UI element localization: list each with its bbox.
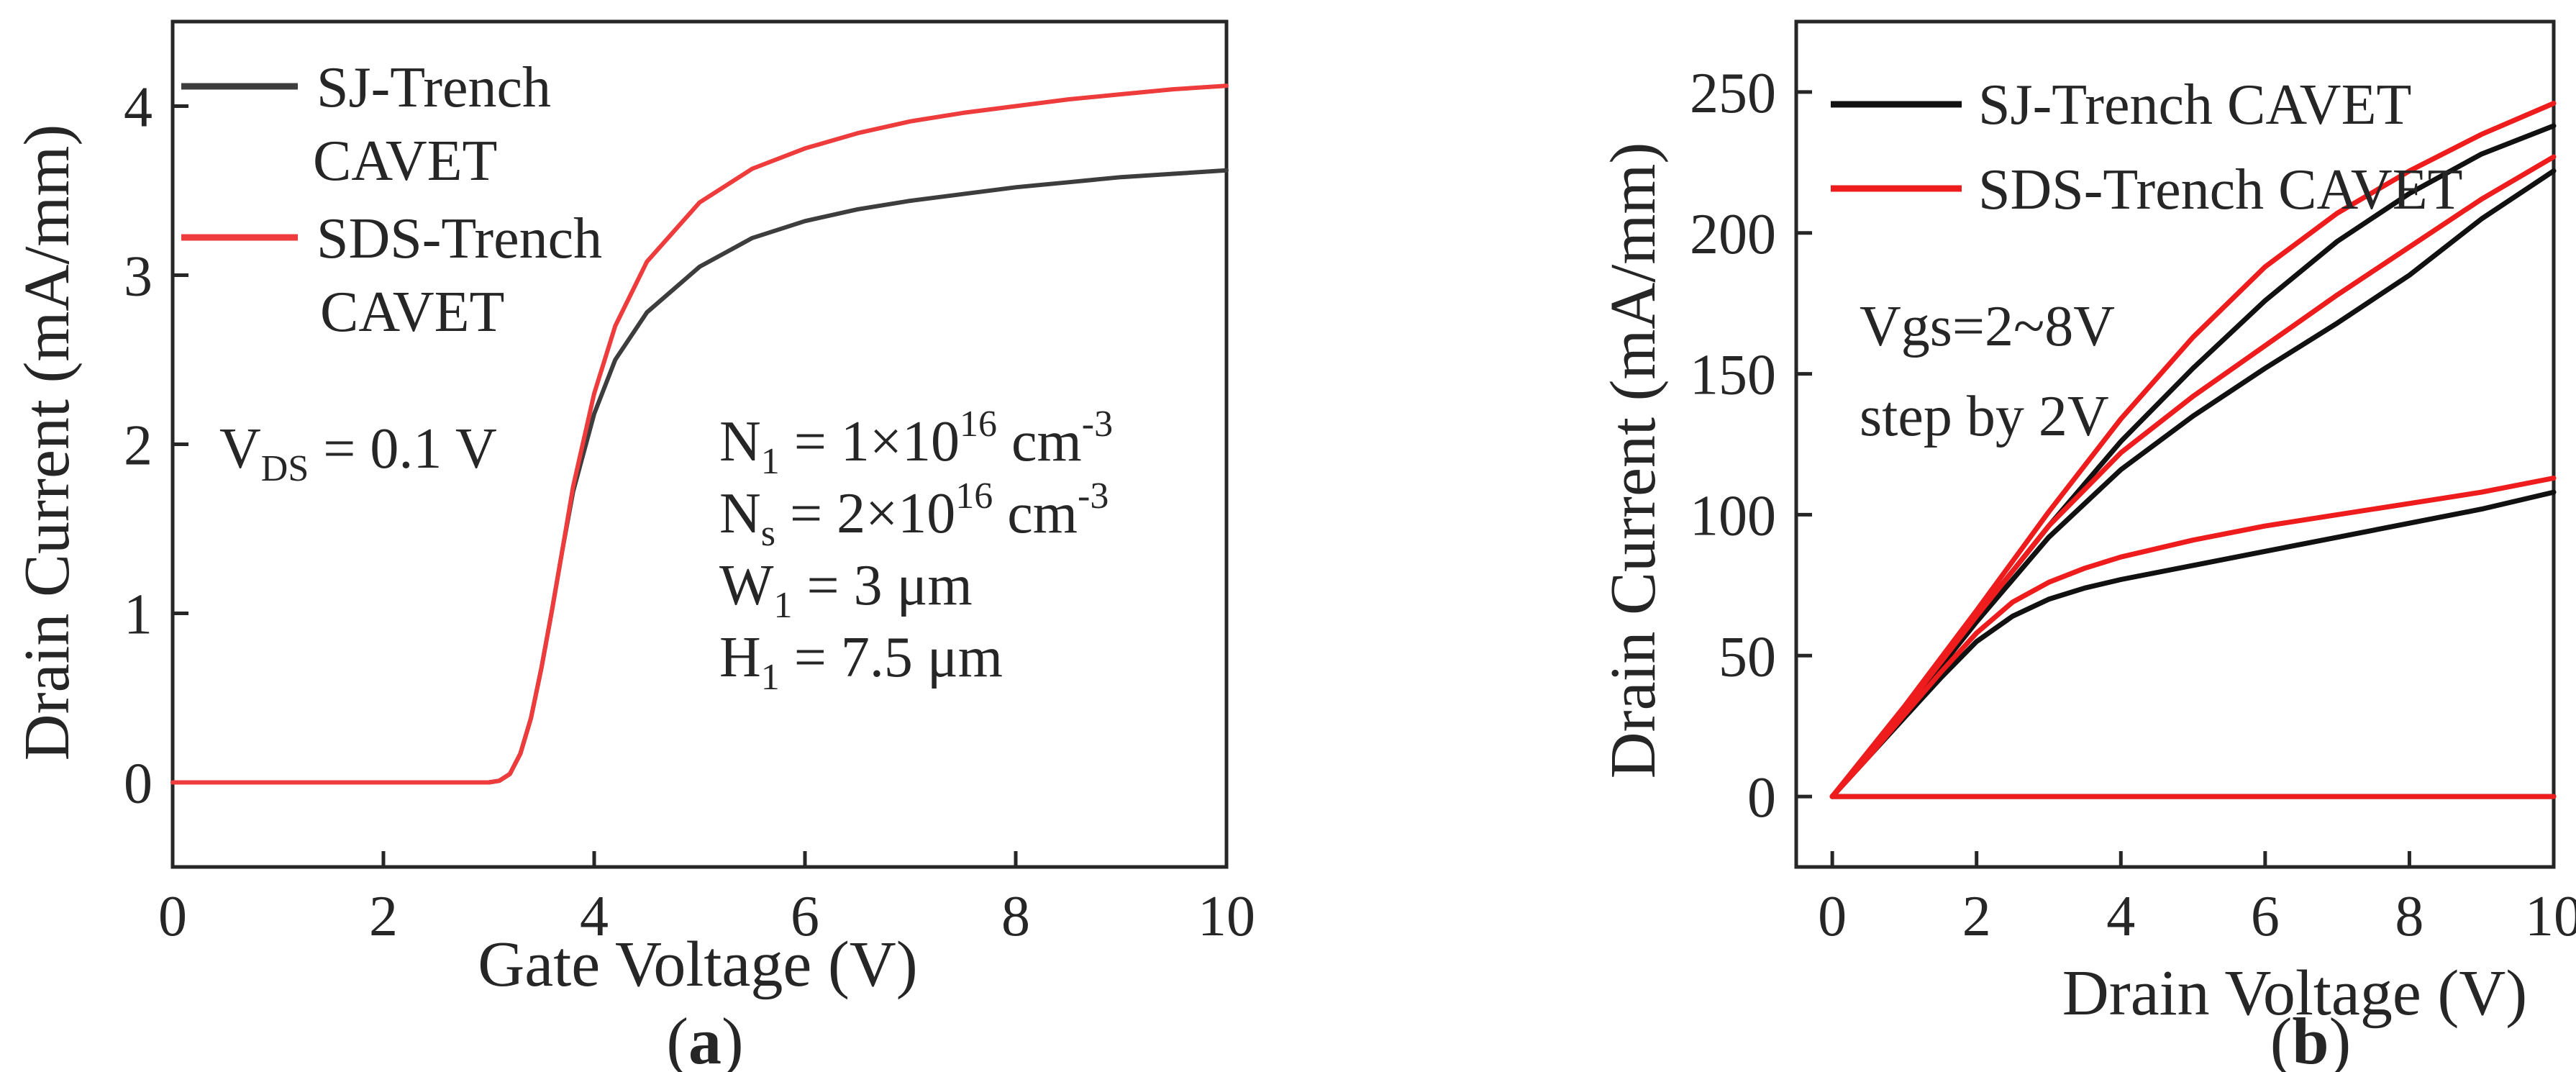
annotation-n1: N1 = 1×1016 cm-3 [719,404,1113,482]
panel-b-y-tick-label: 200 [1690,203,1776,266]
panel-b-x-tick-label: 4 [2106,885,2135,948]
annotation-n1-mid: = 1×10 [780,410,960,473]
series-line-sds-trench-cavet-vgs-8v [1829,101,2557,799]
annotation-ns: Ns = 2×1016 cm-3 [719,476,1109,554]
annotation-vds-sub: DS [261,448,309,489]
panel-a-chart: 0 2 4 6 8 10 0 1 2 3 4 SJ-Trench CAVET SDS-Trench … [12,19,1255,1072]
panel-b-series [1829,101,2557,799]
annotation-ns-main: N [719,482,761,545]
panel-a-x-axis-title: Gate Voltage (V) [478,929,918,1000]
panel-a-series [170,83,1229,785]
annotation-n1-main: N [719,410,761,473]
panel-b-x-axis-title: Drain Voltage (V) [2062,958,2528,1029]
annotation-ns-sub: s [761,513,775,554]
annotation-h1-rest: = 7.5 μm [780,626,1003,689]
annotation-h1-sub: 1 [761,657,780,698]
panel-a-y-tick-label: 1 [124,583,153,647]
legend-label-sds-trench-cavet: SDS-Trench CAVET [1978,158,2462,222]
annotation-vds-main: V [219,417,261,481]
panel-b-x-tick-label: 6 [2251,885,2280,948]
annotation-vgs-range: Vgs=2~8V [1860,295,2115,358]
annotation-vds: VDS = 0.1 V [219,417,497,489]
panel-b-y-tick-label: 100 [1690,484,1776,548]
annotation-n1-sup: 16 [960,404,997,445]
annotation-ns-mid: = 2×10 [775,482,955,545]
legend-label-sj-trench-cavet: SJ-Trench CAVET [1978,73,2411,137]
panel-a-x-tick-label: 4 [580,885,609,948]
panel-a-x-tick-label: 10 [1198,885,1255,948]
panel-a-label-letter: a [688,1004,722,1072]
annotation-ns-sup: 16 [955,476,993,517]
panel-b-x-tick-label: 0 [1818,885,1847,948]
panel-a-ticks: 0 2 4 6 8 10 0 1 2 3 4 [124,76,1255,949]
series-line-sds-trench-cavet-vgs-6v [1829,154,2557,799]
annotation-w1-sub: 1 [774,585,793,626]
annotation-ns-sup2: -3 [1078,476,1109,517]
panel-b-y-tick-label: 250 [1690,62,1776,125]
annotation-n1-rest: cm [997,410,1082,473]
legend-label-sj-trench-line2: CAVET [313,130,497,193]
annotation-ns-rest: cm [993,482,1078,545]
panel-b-label-letter: b [2292,1004,2329,1072]
panel-a-label: (a) [666,1004,743,1072]
legend-label-sds-trench-line1: SDS-Trench [317,207,602,271]
panel-b-x-tick-label: 8 [2395,885,2423,948]
panel-b-y-tick-label: 0 [1747,766,1776,830]
annotation-n1-sub: 1 [761,441,780,482]
panel-b-legend: SJ-Trench CAVET SDS-Trench CAVET [1831,73,2462,222]
panel-a-y-tick-label: 4 [124,76,153,140]
annotation-w1-rest: = 3 μm [793,554,973,617]
panel-a-legend: SJ-Trench CAVET SDS-Trench CAVET [181,56,602,344]
annotation-w1-main: W [719,554,774,617]
annotation-n1-sup2: -3 [1082,404,1113,445]
panel-b-y-tick-label: 50 [1719,625,1776,689]
panel-a-y-tick-label: 0 [124,753,153,816]
panel-b-y-axis-title: Drain Current (mA/mm) [1598,142,1669,779]
annotation-vgs-step: step by 2V [1860,385,2109,448]
series-line-sj-trench-cavet-vgs-8v [1829,123,2557,799]
panel-b-x-tick-label: 10 [2525,885,2576,948]
legend-label-sds-trench-line2: CAVET [320,281,504,344]
panel-a-x-tick-label: 2 [369,885,398,948]
panel-a-y-tick-label: 2 [124,414,153,478]
panel-b-y-tick-label: 150 [1690,344,1776,407]
series-line-sds-trench-cavet-vgs-4v [1829,476,2557,799]
panel-b-frame [1794,19,2556,869]
series-line-sj-trench-cavet-vgs-6v [1829,168,2557,799]
panel-a-y-axis-title: Drain Current (mA/mm) [12,124,83,761]
annotation-w1: W1 = 3 μm [719,554,973,626]
series-line-sds-trench-cavet [170,83,1229,785]
panel-b-label: (b) [2270,1004,2351,1072]
panel-a-y-tick-label: 3 [124,245,153,309]
annotation-vds-rest: = 0.1 V [309,417,496,481]
panel-a-x-tick-label: 0 [158,885,187,948]
annotation-h1: H1 = 7.5 μm [719,626,1003,698]
annotation-h1-main: H [719,626,761,689]
panel-a-x-tick-label: 6 [791,885,819,948]
panel-b-x-tick-label: 2 [1962,885,1991,948]
panel-a-x-tick-label: 8 [1001,885,1030,948]
legend-label-sj-trench-line1: SJ-Trench [317,56,551,119]
